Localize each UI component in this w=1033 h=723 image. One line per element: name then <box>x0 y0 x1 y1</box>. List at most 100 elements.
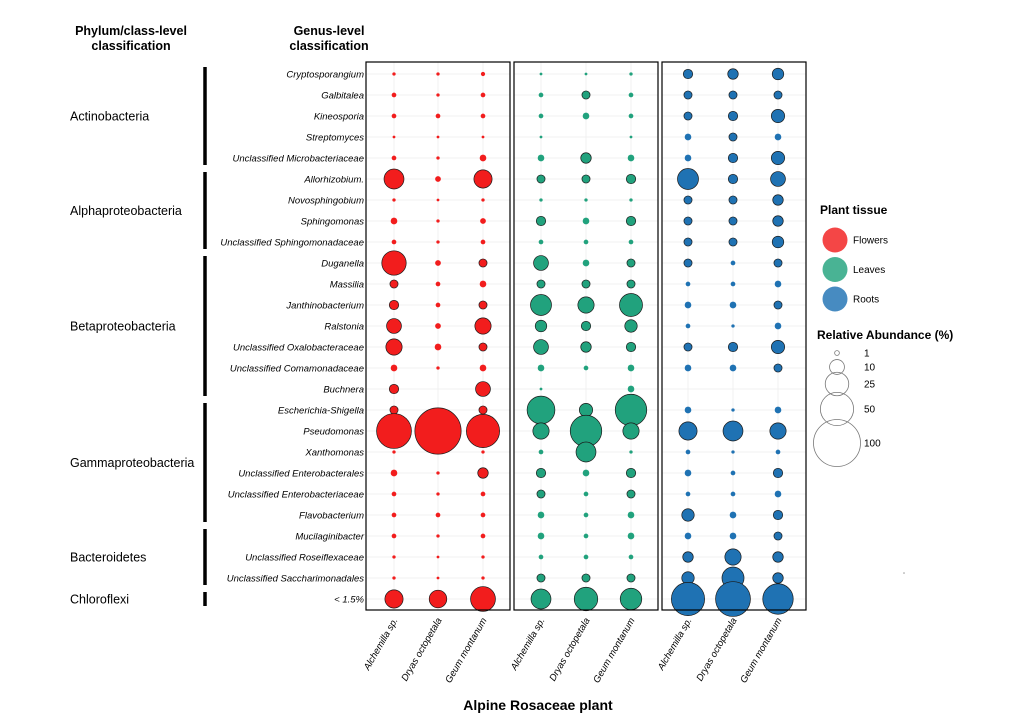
bubble-roots <box>722 420 744 442</box>
bubble-leaves <box>537 511 545 519</box>
bubble-roots <box>727 110 739 122</box>
bubble-roots <box>683 90 693 100</box>
x-tick-label: Alchemilla sp. <box>361 616 400 673</box>
bubble-roots <box>729 532 737 540</box>
bubble-flowers <box>391 491 397 497</box>
bubble-roots <box>773 90 783 100</box>
bubble-roots <box>683 195 693 205</box>
bubble-leaves <box>619 293 643 317</box>
bubble-roots <box>684 364 692 372</box>
bubble-roots <box>771 67 785 81</box>
bubble-flowers <box>428 589 448 609</box>
phylum-labels: Actinobacteria Alphaproteobacteria Betapro… <box>70 67 207 607</box>
x-tick-label: Dryas octopetala <box>399 616 444 683</box>
genus-label: Unclassified Enterobacterales <box>238 468 364 479</box>
bubble-leaves <box>583 239 589 245</box>
genus-header-line-2: classification <box>289 39 368 53</box>
legend-size-label: 1 <box>864 349 870 360</box>
bubble-leaves <box>577 296 595 314</box>
bubble-flowers <box>435 281 441 287</box>
bubble-roots <box>772 215 784 227</box>
legend-size-circle <box>824 371 850 397</box>
bubble-flowers <box>480 71 486 77</box>
bubble-leaves <box>583 512 589 518</box>
bubble-leaves <box>582 259 590 267</box>
bubble-leaves <box>629 72 633 76</box>
bubble-flowers <box>391 155 397 161</box>
bubble-roots <box>728 132 738 142</box>
bubble-roots <box>772 467 784 479</box>
bubble-roots <box>762 583 794 615</box>
bubble-flowers <box>480 533 486 539</box>
bubble-leaves <box>627 385 635 393</box>
bubble-leaves <box>534 319 548 333</box>
legend-swatch-leaves <box>822 257 848 282</box>
bubble-flowers <box>436 72 440 76</box>
bubble-leaves <box>533 255 549 271</box>
bubble-roots <box>775 449 781 455</box>
bubble-flowers <box>385 338 403 356</box>
genus-label: < 1.5% <box>334 594 364 605</box>
bubble-flowers <box>474 317 492 335</box>
bubble-roots <box>684 154 692 162</box>
bubble-leaves <box>537 364 545 372</box>
bubble-leaves <box>538 239 544 245</box>
bubble-roots <box>683 216 693 226</box>
bubble-flowers <box>386 318 402 334</box>
bubble-leaves <box>583 533 589 539</box>
bubble-leaves <box>581 279 591 289</box>
bubble-flowers <box>392 135 396 139</box>
bubble-leaves <box>573 586 599 612</box>
bubble-roots <box>685 491 691 497</box>
bubble-roots <box>727 341 739 353</box>
bubble-leaves <box>625 467 637 479</box>
bubble-roots <box>685 323 691 329</box>
legend-size-label: 25 <box>864 380 876 391</box>
legend-tissue-title: Plant tissue <box>820 203 888 217</box>
genus-label: Janthinobacterium <box>285 300 364 311</box>
bubble-leaves <box>536 573 546 583</box>
legend: Plant tissue Flowers Leaves Roots Relative A… <box>813 203 953 467</box>
bubble-leaves <box>539 198 543 202</box>
bubble-roots <box>728 216 738 226</box>
bubble-leaves <box>626 279 636 289</box>
phylum-label: Gammaproteobacteria <box>70 456 194 470</box>
bubble-leaves <box>537 532 545 540</box>
bubble-leaves <box>539 135 543 139</box>
bubble-leaves <box>538 92 544 98</box>
bubble-leaves <box>624 319 638 333</box>
genus-label: Xanthomonas <box>304 447 364 458</box>
genus-label: Escherichia-Shigella <box>278 405 364 416</box>
bubble-flowers <box>478 405 488 415</box>
x-tick-label: Alchemilla sp. <box>655 616 694 673</box>
phylum-label: Actinobacteria <box>70 110 149 124</box>
bubble-flowers <box>392 555 396 559</box>
genus-label: Cryptosporangium <box>286 69 364 80</box>
genus-label: Unclassified Microbacteriaceae <box>233 153 364 164</box>
bubble-flowers <box>389 279 399 289</box>
bubble-flowers <box>478 258 488 268</box>
legend-size-circle <box>834 350 840 356</box>
bubble-flowers <box>477 467 489 479</box>
bubble-leaves <box>629 450 633 454</box>
bubble-flowers <box>390 217 398 225</box>
genus-label: Unclassified Roseiflexaceae <box>245 552 364 563</box>
bubble-leaves <box>629 198 633 202</box>
x-tick-label: Alchemilla sp. <box>508 616 547 673</box>
legend-size-title: Relative Abundance (%) <box>817 328 953 342</box>
bubble-roots <box>683 342 693 352</box>
bubble-flowers <box>478 300 488 310</box>
genus-label: Streptomyces <box>306 132 364 143</box>
bubble-leaves <box>581 573 591 583</box>
bubble-leaves <box>580 341 592 353</box>
bubble-leaves <box>582 217 590 225</box>
bubble-roots <box>731 408 735 412</box>
bubble-roots <box>730 470 736 476</box>
bubble-flowers <box>435 176 441 182</box>
genus-label: Duganella <box>321 258 364 269</box>
bubble-flowers <box>479 154 487 162</box>
bubble-roots <box>715 581 751 617</box>
bubble-leaves <box>627 154 635 162</box>
legend-swatch-flowers <box>822 227 848 253</box>
legend-size-circle <box>813 419 861 467</box>
